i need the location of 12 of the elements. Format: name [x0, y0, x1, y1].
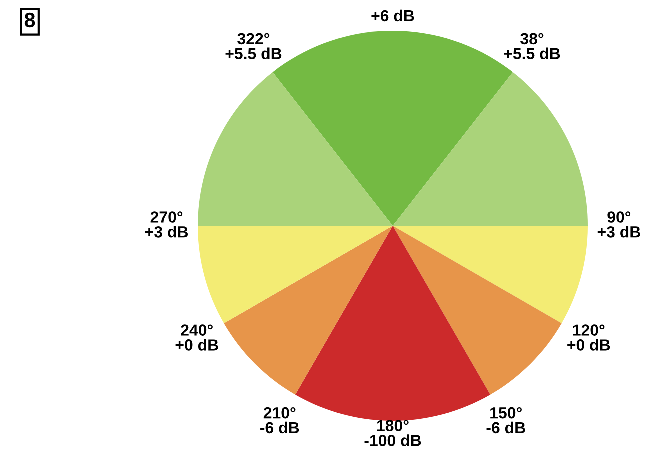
- pie-slice: [295, 226, 491, 421]
- text: 240° +0 dB: [176, 324, 218, 351]
- text: 210° -6 dB: [260, 407, 300, 434]
- text: 270° +3 dB: [146, 212, 188, 238]
- text: 180° -100 dB: [364, 420, 422, 446]
- text: 90° +3 dB: [598, 212, 640, 238]
- text: 38° +5.5 dB: [504, 33, 560, 60]
- text: 8: [24, 12, 36, 28]
- text: +6 dB: [372, 10, 414, 22]
- text: 150° -6 dB: [486, 407, 526, 434]
- text: 120° +0 dB: [568, 324, 610, 351]
- text: 322° +5.5 dB: [226, 33, 282, 60]
